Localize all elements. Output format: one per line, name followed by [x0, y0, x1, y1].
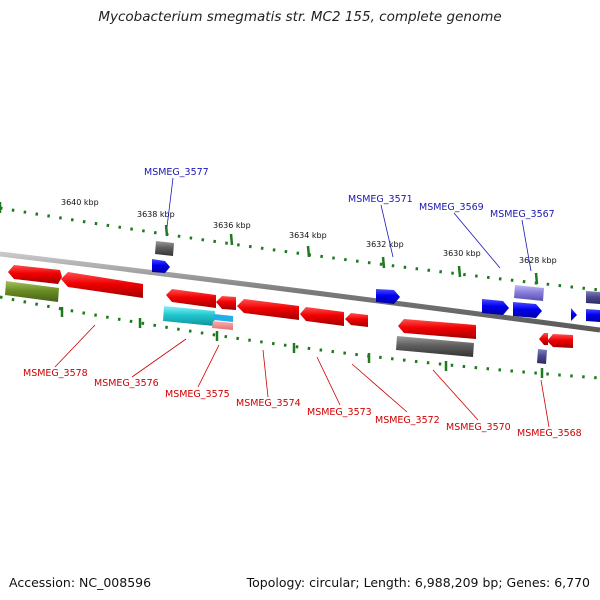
gene-feature[interactable]: [212, 321, 233, 330]
gene-labels-top: MSMEG_3577 MSMEG_3571 MSMEG_3569 MSMEG_3…: [144, 167, 555, 220]
major-ticks-outer: [0, 202, 539, 285]
leader-lines-top: [166, 177, 532, 272]
gene-feature[interactable]: [155, 241, 174, 256]
tick-ring-inner: [0, 295, 600, 380]
gene-feature[interactable]: [539, 333, 548, 345]
gene-feature[interactable]: [537, 349, 547, 364]
scale-label: 3634 kbp: [289, 231, 327, 240]
gene-label[interactable]: MSMEG_3575: [165, 389, 230, 400]
major-ticks-inner: [60, 307, 544, 378]
gene-feature[interactable]: [152, 259, 170, 273]
scale-label: 3636 kbp: [213, 221, 251, 230]
gene-feature[interactable]: [586, 291, 600, 304]
genome-summary: Topology: circular; Length: 6,988,209 bp…: [246, 575, 590, 590]
gene-label[interactable]: MSMEG_3574: [236, 398, 301, 409]
scale-label: 3628 kbp: [519, 256, 557, 265]
gene-feature[interactable]: [300, 307, 344, 326]
tick-rings: [0, 202, 600, 380]
gene-feature[interactable]: [5, 281, 59, 302]
gene-feature[interactable]: [396, 336, 474, 357]
gene-feature[interactable]: [514, 285, 544, 301]
gene-feature[interactable]: [61, 272, 143, 298]
genome-backbone: [0, 251, 600, 333]
leader-lines-bottom: [54, 324, 550, 428]
gene-label[interactable]: MSMEG_3577: [144, 167, 209, 178]
gene-feature[interactable]: [216, 296, 236, 310]
gene-feature[interactable]: [398, 319, 476, 339]
scale-label: 3640 kbp: [61, 198, 99, 207]
gene-label[interactable]: MSMEG_3572: [375, 415, 440, 426]
gene-feature[interactable]: [482, 299, 509, 315]
accession-text: Accession: NC_008596: [9, 575, 152, 590]
gene-label[interactable]: MSMEG_3576: [94, 378, 159, 389]
scale-label: 3632 kbp: [366, 240, 404, 249]
gene-feature[interactable]: [8, 265, 62, 284]
gene-feature[interactable]: [166, 289, 216, 308]
scale-label: 3630 kbp: [443, 249, 481, 258]
gene-label[interactable]: MSMEG_3567: [490, 209, 555, 220]
gene-label[interactable]: MSMEG_3569: [419, 202, 484, 213]
gene-label[interactable]: MSMEG_3573: [307, 407, 372, 418]
map-title: Mycobacterium smegmatis str. MC2 155, co…: [98, 9, 502, 25]
scale-label: 3638 kbp: [137, 210, 175, 219]
gene-feature[interactable]: [571, 308, 577, 321]
gene-feature[interactable]: [214, 314, 233, 322]
gene-feature[interactable]: [513, 302, 542, 318]
gene-feature[interactable]: [376, 289, 400, 304]
gene-feature[interactable]: [345, 313, 368, 327]
gene-feature[interactable]: [163, 306, 215, 326]
gene-feature[interactable]: [237, 299, 299, 320]
gene-label[interactable]: MSMEG_3578: [23, 368, 88, 379]
gene-label[interactable]: MSMEG_3570: [446, 422, 511, 433]
gene-feature[interactable]: [586, 309, 600, 322]
tick-ring-outer: [0, 206, 600, 292]
gene-labels-bottom: MSMEG_3578 MSMEG_3576 MSMEG_3575 MSMEG_3…: [23, 368, 582, 439]
gene-label[interactable]: MSMEG_3568: [517, 428, 582, 439]
gene-label[interactable]: MSMEG_3571: [348, 194, 413, 205]
gene-feature[interactable]: [547, 334, 573, 348]
scale-labels: 3640 kbp 3638 kbp 3636 kbp 3634 kbp 3632…: [61, 198, 557, 265]
gene-features: [5, 241, 600, 364]
